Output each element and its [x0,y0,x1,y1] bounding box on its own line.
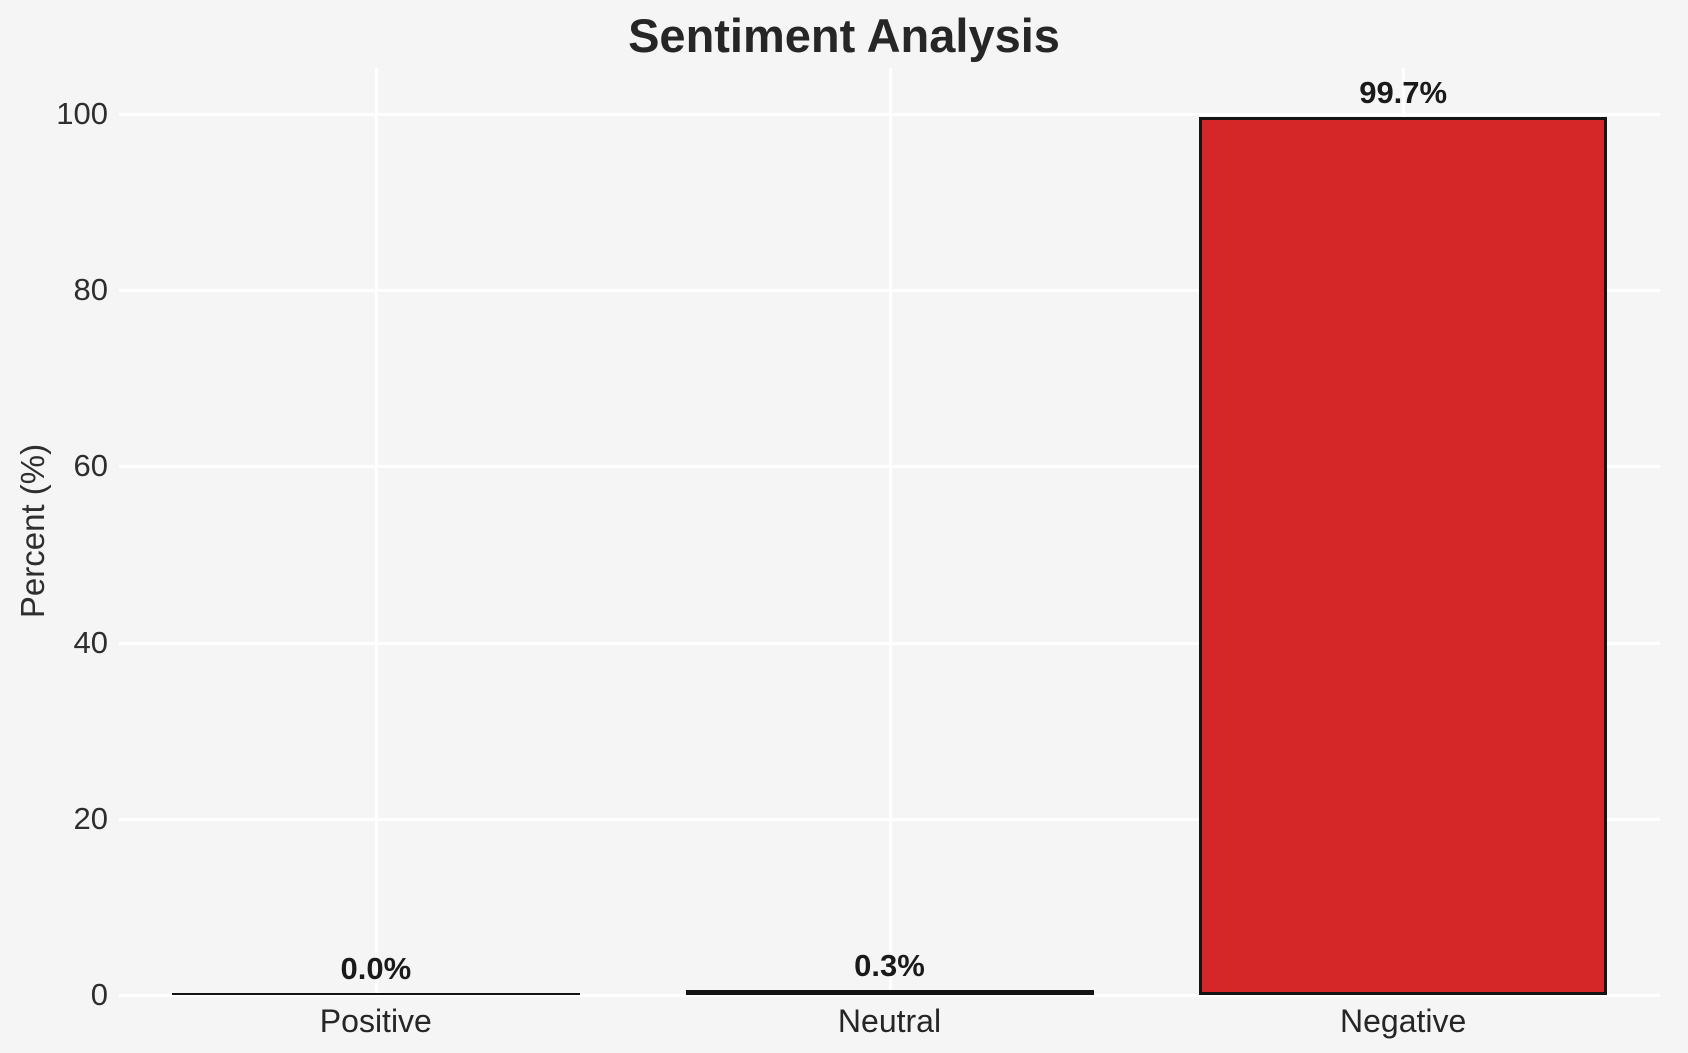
chart-title: Sentiment Analysis [628,9,1060,62]
y-tick-label: 0 [90,977,108,1012]
x-tick-label: Negative [1340,1003,1467,1039]
bar-negative [1199,117,1608,995]
y-tick-label: 60 [73,448,108,484]
y-gridline [119,994,1660,997]
y-tick-label: 100 [56,96,108,131]
x-tick-label: Positive [319,1003,432,1039]
x-gridline [888,68,892,995]
y-tick-label: 80 [73,272,108,308]
y-tick-label: 20 [73,800,108,836]
bar-neutral [685,990,1094,995]
bar-value-label: 0.0% [340,951,412,986]
bar-positive [171,993,580,995]
bar-value-label: 99.7% [1359,75,1448,110]
x-gridline [374,68,378,995]
y-tick-label: 40 [73,624,108,660]
bar-value-label: 0.3% [854,948,925,983]
x-tick-label: Neutral [837,1003,942,1039]
